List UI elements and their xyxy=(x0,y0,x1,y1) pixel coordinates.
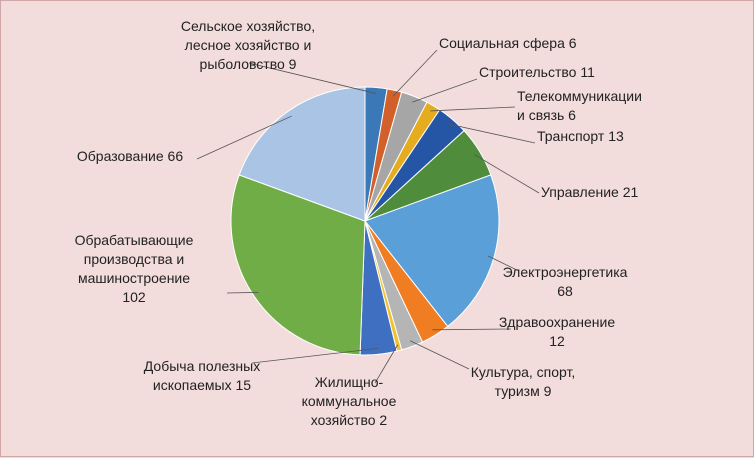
leader-line-10 xyxy=(251,347,379,364)
slice-label-0: Сельское хозяйство, лесное хозяйство и рыб… xyxy=(181,18,315,72)
pie-slices xyxy=(230,86,500,356)
slice-labels: Сельское хозяйство, лесное хозяйство и рыб… xyxy=(75,18,642,428)
leader-line-5 xyxy=(474,154,540,194)
leader-line-1 xyxy=(392,49,438,97)
slice-label-7: Здравоохранение 12 xyxy=(499,314,616,349)
slice-label-11: Обрабатывающие производства и машиностроен… xyxy=(75,232,194,305)
leader-line-11 xyxy=(226,291,259,294)
leader-line-8 xyxy=(409,340,470,370)
slice-label-2: Строительство 11 xyxy=(479,64,595,80)
slice-label-12: Образование 66 xyxy=(77,148,183,164)
pie-slice-12 xyxy=(238,86,366,222)
slice-label-5: Управление 21 xyxy=(541,184,639,200)
slice-label-3: Телекоммуникации и связь 6 xyxy=(517,88,642,123)
leader-lines xyxy=(196,49,540,384)
leader-line-12 xyxy=(196,115,292,160)
slice-label-10: Добыча полезных ископаемых 15 xyxy=(144,358,260,393)
slice-label-1: Социальная сфера 6 xyxy=(439,35,577,51)
leader-line-9 xyxy=(374,344,399,384)
slice-label-6: Электроэнергетика 68 xyxy=(503,264,628,299)
slice-label-9: Жилищно-коммунальное хозяйство 2 xyxy=(302,374,397,428)
leader-line-3 xyxy=(430,106,516,112)
pie-slice-11 xyxy=(230,174,366,356)
leader-line-0 xyxy=(248,62,376,94)
leader-line-6 xyxy=(487,255,520,272)
leader-line-4 xyxy=(448,123,536,144)
leader-line-2 xyxy=(412,78,478,103)
pie-slice-6 xyxy=(364,174,500,328)
slice-label-8: Культура, спорт, туризм 9 xyxy=(471,364,576,399)
leader-line-7 xyxy=(432,328,512,331)
slice-label-4: Транспорт 13 xyxy=(537,128,624,144)
